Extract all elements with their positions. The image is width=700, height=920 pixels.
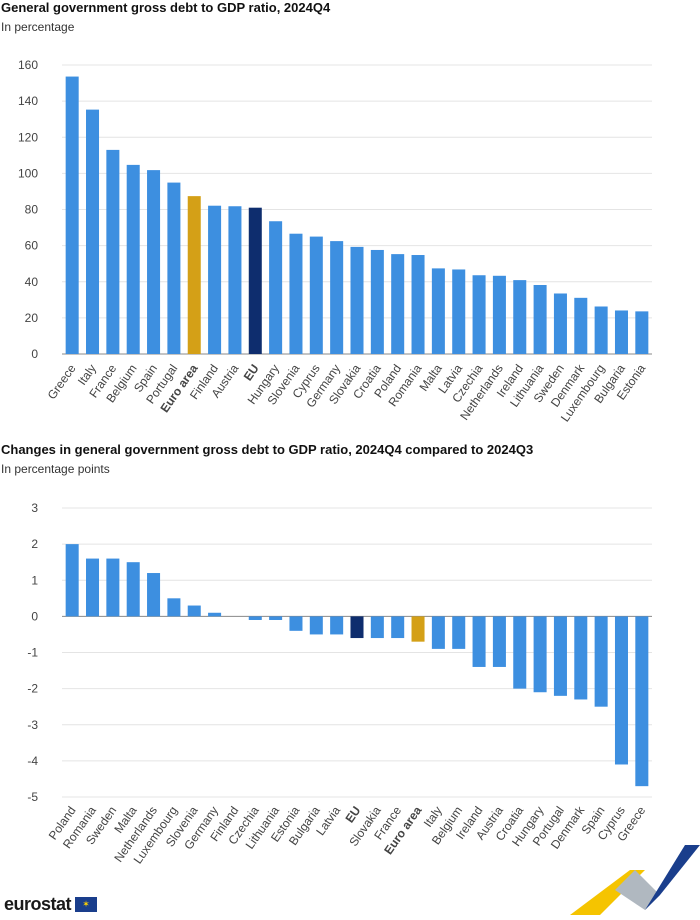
bar-portugal <box>167 182 181 354</box>
bar-lithuania <box>269 616 283 620</box>
debt-ratio-chart: 020406080100120140160GreeceItalyFranceBe… <box>18 58 652 424</box>
bar-france <box>391 616 405 639</box>
bar-eu <box>248 207 262 354</box>
bar-romania <box>86 558 100 617</box>
bar-france <box>106 149 120 354</box>
y-tick-label: 120 <box>18 130 38 144</box>
bar-cyprus <box>614 616 628 765</box>
bar-eu <box>350 616 364 639</box>
bar-denmark <box>574 297 588 354</box>
bar-czechia <box>472 275 486 354</box>
bar-germany <box>208 612 222 617</box>
bar-belgium <box>126 164 140 354</box>
chart-1-subtitle: In percentage <box>1 20 75 34</box>
bar-spain <box>147 170 161 354</box>
bar-slovakia <box>350 246 364 354</box>
bar-slovakia <box>370 616 384 639</box>
bar-slovenia <box>187 605 201 617</box>
eurostat-logo: eurostat ✶ <box>4 894 98 915</box>
bar-estonia <box>289 616 303 631</box>
y-tick-label: 60 <box>25 239 39 253</box>
y-tick-label: -1 <box>27 646 38 660</box>
bar-portugal <box>553 616 567 696</box>
y-tick-label: 1 <box>31 573 38 587</box>
y-tick-label: 0 <box>31 609 38 623</box>
eu-flag-icon: ✶ <box>75 897 98 912</box>
bar-slovenia <box>289 233 303 354</box>
eurostat-swoosh-icon <box>570 845 700 915</box>
bar-sweden <box>106 558 120 617</box>
bar-czechia <box>248 616 262 620</box>
bar-italy <box>431 616 445 649</box>
bar-austria <box>492 616 506 667</box>
bar-lithuania <box>533 285 547 354</box>
y-tick-label: -3 <box>27 718 38 732</box>
y-tick-label: -4 <box>27 754 38 768</box>
y-tick-label: 40 <box>25 275 39 289</box>
bar-cyprus <box>309 236 323 354</box>
bar-austria <box>228 206 242 354</box>
bar-latvia <box>452 269 466 354</box>
bar-poland <box>391 254 405 354</box>
bar-netherlands <box>147 573 161 617</box>
bar-romania <box>411 255 425 354</box>
chart-2-title: Changes in general government gross debt… <box>1 442 534 457</box>
bar-spain <box>594 616 608 707</box>
y-tick-label: 0 <box>31 347 38 361</box>
bar-netherlands <box>492 275 506 354</box>
y-tick-label: 2 <box>31 537 38 551</box>
bar-finland <box>208 205 222 354</box>
bar-latvia <box>330 616 344 635</box>
chart-2-subtitle: In percentage points <box>1 462 110 476</box>
bar-sweden <box>553 293 567 354</box>
bar-greece <box>65 76 79 354</box>
bar-ireland <box>472 616 486 667</box>
eurostat-logo-text: eurostat <box>4 894 72 914</box>
bar-euro-area <box>187 196 201 354</box>
bar-malta <box>431 268 445 354</box>
bar-hungary <box>533 616 547 693</box>
bar-estonia <box>635 311 649 354</box>
bar-italy <box>86 109 100 354</box>
y-tick-label: 140 <box>18 94 38 108</box>
y-tick-label: -2 <box>27 682 38 696</box>
y-tick-label: 160 <box>18 58 38 72</box>
y-tick-label: 100 <box>18 166 38 180</box>
bar-luxembourg <box>594 306 608 354</box>
bar-croatia <box>370 249 384 354</box>
bar-hungary <box>269 221 283 354</box>
bar-luxembourg <box>167 598 181 617</box>
bar-greece <box>635 616 649 787</box>
y-tick-label: 3 <box>31 501 38 515</box>
bar-euro-area <box>411 616 425 642</box>
bar-bulgaria <box>309 616 323 635</box>
bar-malta <box>126 562 140 617</box>
y-tick-label: 20 <box>25 311 39 325</box>
chart-1-title: General government gross debt to GDP rat… <box>1 0 331 15</box>
bar-croatia <box>513 616 527 689</box>
y-tick-label: 80 <box>25 203 39 217</box>
bar-ireland <box>513 280 527 354</box>
bar-germany <box>330 241 344 354</box>
bar-belgium <box>452 616 466 649</box>
bar-poland <box>65 544 79 617</box>
y-tick-label: -5 <box>27 790 38 804</box>
bar-denmark <box>574 616 588 700</box>
bar-bulgaria <box>614 310 628 354</box>
